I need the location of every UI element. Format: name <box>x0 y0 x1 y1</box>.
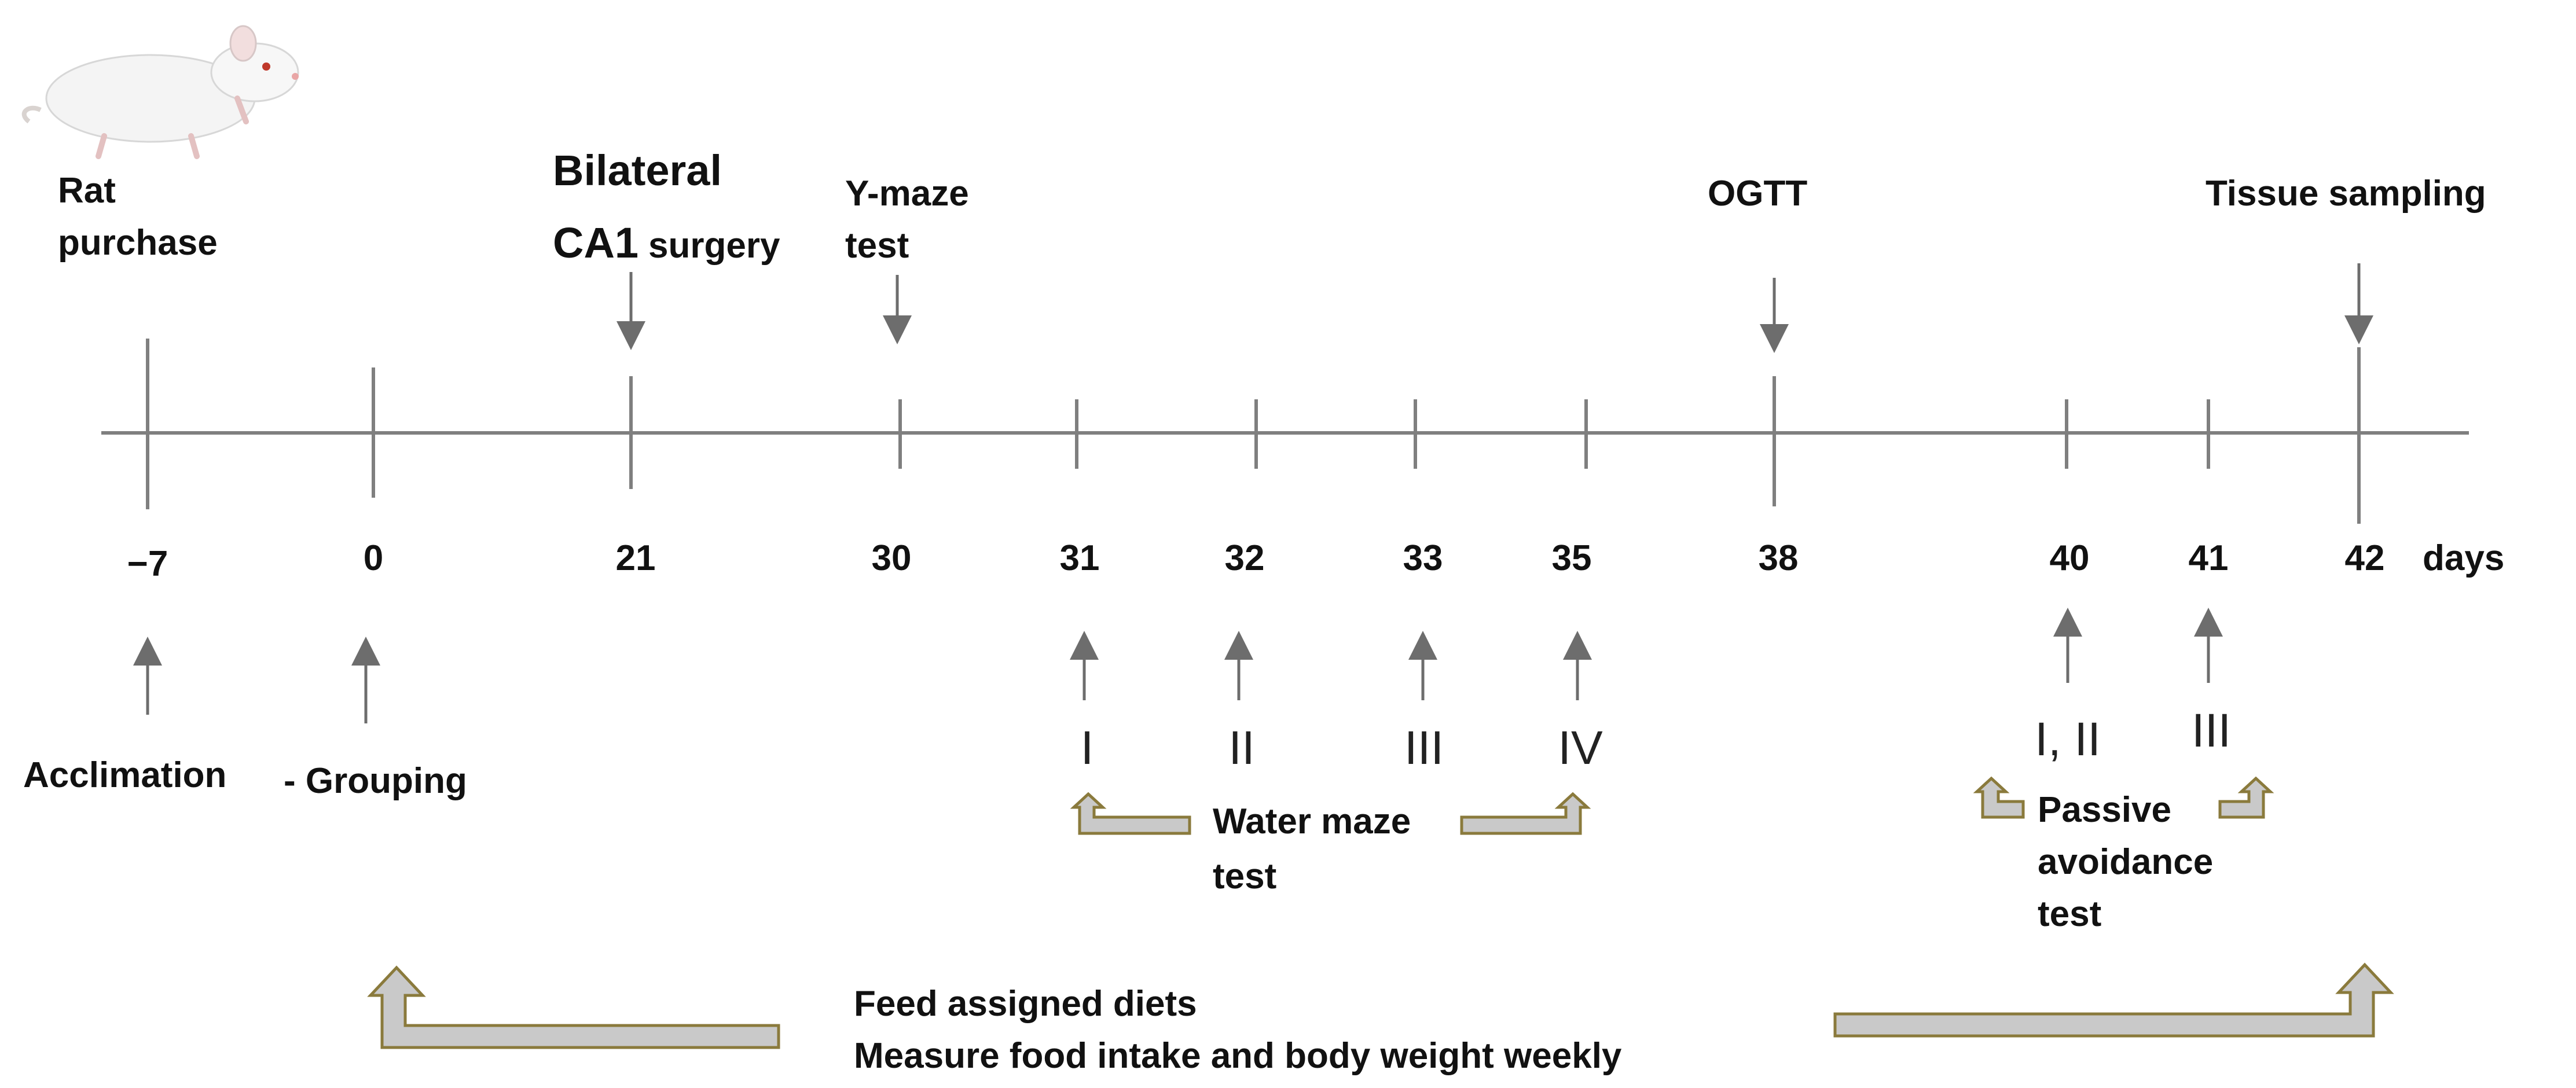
event-rat-purchase: purchase <box>58 223 218 263</box>
session-label: III <box>1404 722 1444 774</box>
event-ymaze: test <box>845 226 909 266</box>
event-bilateral: Bilateral <box>553 146 722 194</box>
day-label: 41 <box>2189 538 2229 578</box>
timeline-ticks <box>146 339 2361 524</box>
unit-label: days <box>2423 538 2504 578</box>
day-labels: −7 0 21 30 31 32 33 35 38 40 41 42 <box>127 538 2385 584</box>
event-ogtt: OGTT <box>1708 174 1807 214</box>
diet-arrow-left <box>367 965 780 1049</box>
events-below: Acclimation - Grouping <box>23 637 467 801</box>
session-label: I <box>1081 722 1094 774</box>
event-tissue-sampling: Tissue sampling <box>2206 174 2486 214</box>
rat-illustration <box>24 26 299 156</box>
day-label: 42 <box>2345 538 2385 578</box>
diet-period: Feed assigned diets Measure food intake … <box>367 962 2394 1076</box>
diet-text-line2: Measure food intake and body weight week… <box>854 1036 1622 1076</box>
event-ymaze: Y-maze <box>845 174 969 214</box>
bracket-arrow-left <box>1973 776 2025 819</box>
event-ca1: CA1 <box>553 219 639 267</box>
passive-avoidance-label: test <box>2038 894 2101 934</box>
session-label: II <box>1228 722 1255 774</box>
day-label: 21 <box>616 538 656 578</box>
day-label: 0 <box>364 538 383 578</box>
diet-text-line1: Feed assigned diets <box>854 984 1197 1024</box>
day-label: 38 <box>1759 538 1799 578</box>
passive-avoidance-label: avoidance <box>2038 842 2213 882</box>
event-rat-purchase: Rat <box>58 171 116 211</box>
bracket-arrow-right <box>2218 776 2274 819</box>
session-label: IV <box>1558 722 1603 774</box>
passive-avoidance-label: Passive <box>2038 790 2171 830</box>
session-label: I, II <box>2035 713 2101 766</box>
day-label: 40 <box>2050 538 2090 578</box>
day-label: 35 <box>1552 538 1592 578</box>
diet-arrow-right <box>1833 962 2394 1038</box>
water-maze-label: Water maze <box>1213 802 1411 841</box>
event-surgery: surgery <box>648 226 780 266</box>
day-label: 33 <box>1403 538 1443 578</box>
water-maze-sessions: I II III IV Water maze test <box>1070 631 1603 896</box>
passive-avoidance-sessions: I, II III Passive avoidance test <box>1973 608 2274 934</box>
water-maze-label: test <box>1213 857 1276 896</box>
event-acclimation: Acclimation <box>23 755 226 795</box>
session-label: III <box>2192 704 2231 757</box>
bracket-arrow-right <box>1460 792 1591 835</box>
day-label: −7 <box>127 544 168 584</box>
bracket-arrow-left <box>1070 792 1191 835</box>
day-label: 30 <box>872 538 912 578</box>
day-label: 32 <box>1225 538 1265 578</box>
day-label: 31 <box>1060 538 1100 578</box>
events-above: Rat purchase Bilateral CA1 surgery Y-maz… <box>58 146 2486 353</box>
event-grouping: - Grouping <box>284 761 467 801</box>
